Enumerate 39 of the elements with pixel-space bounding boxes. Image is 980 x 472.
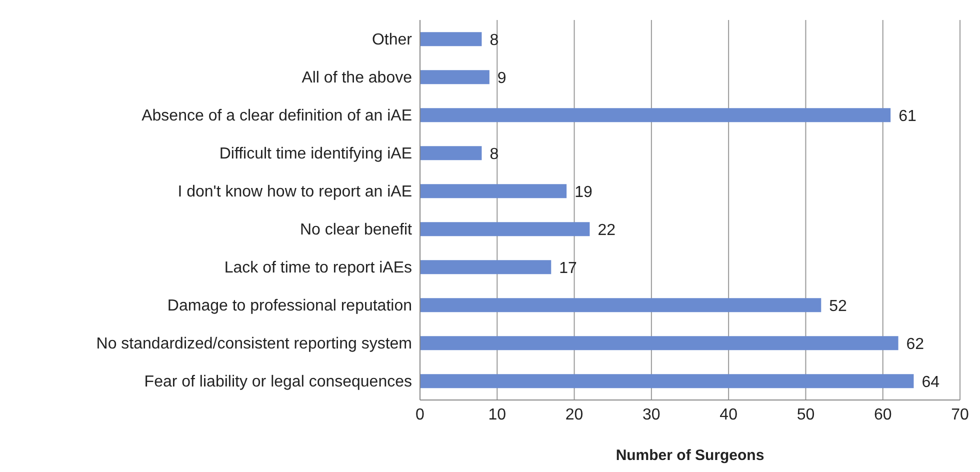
bar bbox=[420, 222, 590, 236]
y-tick-label: Absence of a clear definition of an iAE bbox=[142, 108, 412, 125]
data-label: 8 bbox=[490, 32, 499, 49]
data-label: 62 bbox=[906, 336, 924, 353]
y-tick-label: No clear benefit bbox=[300, 222, 413, 239]
data-label: 64 bbox=[922, 374, 940, 391]
x-tick-label: 70 bbox=[951, 406, 969, 424]
bar bbox=[420, 146, 482, 160]
data-label: 17 bbox=[559, 260, 578, 277]
data-label: 8 bbox=[490, 146, 499, 163]
data-label: 61 bbox=[898, 108, 916, 125]
data-label: 9 bbox=[497, 70, 506, 87]
x-tick-label: 40 bbox=[720, 406, 738, 424]
bar bbox=[420, 184, 567, 198]
bar bbox=[420, 374, 914, 388]
x-tick-label: 60 bbox=[874, 406, 892, 424]
bar bbox=[420, 108, 891, 122]
data-label: 22 bbox=[598, 222, 616, 239]
bar bbox=[420, 298, 822, 312]
x-tick-label: 20 bbox=[565, 406, 584, 424]
bar bbox=[420, 336, 898, 350]
x-tick-label: 30 bbox=[642, 406, 660, 424]
y-tick-label: Damage to professional reputation bbox=[167, 298, 412, 315]
y-tick-label: All of the above bbox=[302, 70, 412, 87]
bar bbox=[420, 70, 490, 84]
x-tick-label: 10 bbox=[488, 406, 506, 424]
y-tick-label: No standardized/consistent reporting system bbox=[96, 336, 412, 353]
x-tick-label: 0 bbox=[416, 406, 425, 424]
x-tick-label: 50 bbox=[796, 406, 815, 424]
bar bbox=[420, 260, 552, 274]
data-label: 19 bbox=[574, 184, 592, 201]
y-tick-label: Fear of liability or legal consequences bbox=[144, 374, 412, 391]
x-axis-title: Number of Surgeons bbox=[616, 447, 764, 464]
bar bbox=[420, 32, 482, 46]
y-tick-label: Other bbox=[372, 32, 413, 49]
y-tick-label: Lack of time to report iAEs bbox=[224, 260, 412, 277]
y-tick-label: I don't know how to report an iAE bbox=[178, 184, 412, 201]
y-tick-label: Difficult time identifying iAE bbox=[219, 146, 412, 163]
data-label: 52 bbox=[829, 298, 848, 315]
